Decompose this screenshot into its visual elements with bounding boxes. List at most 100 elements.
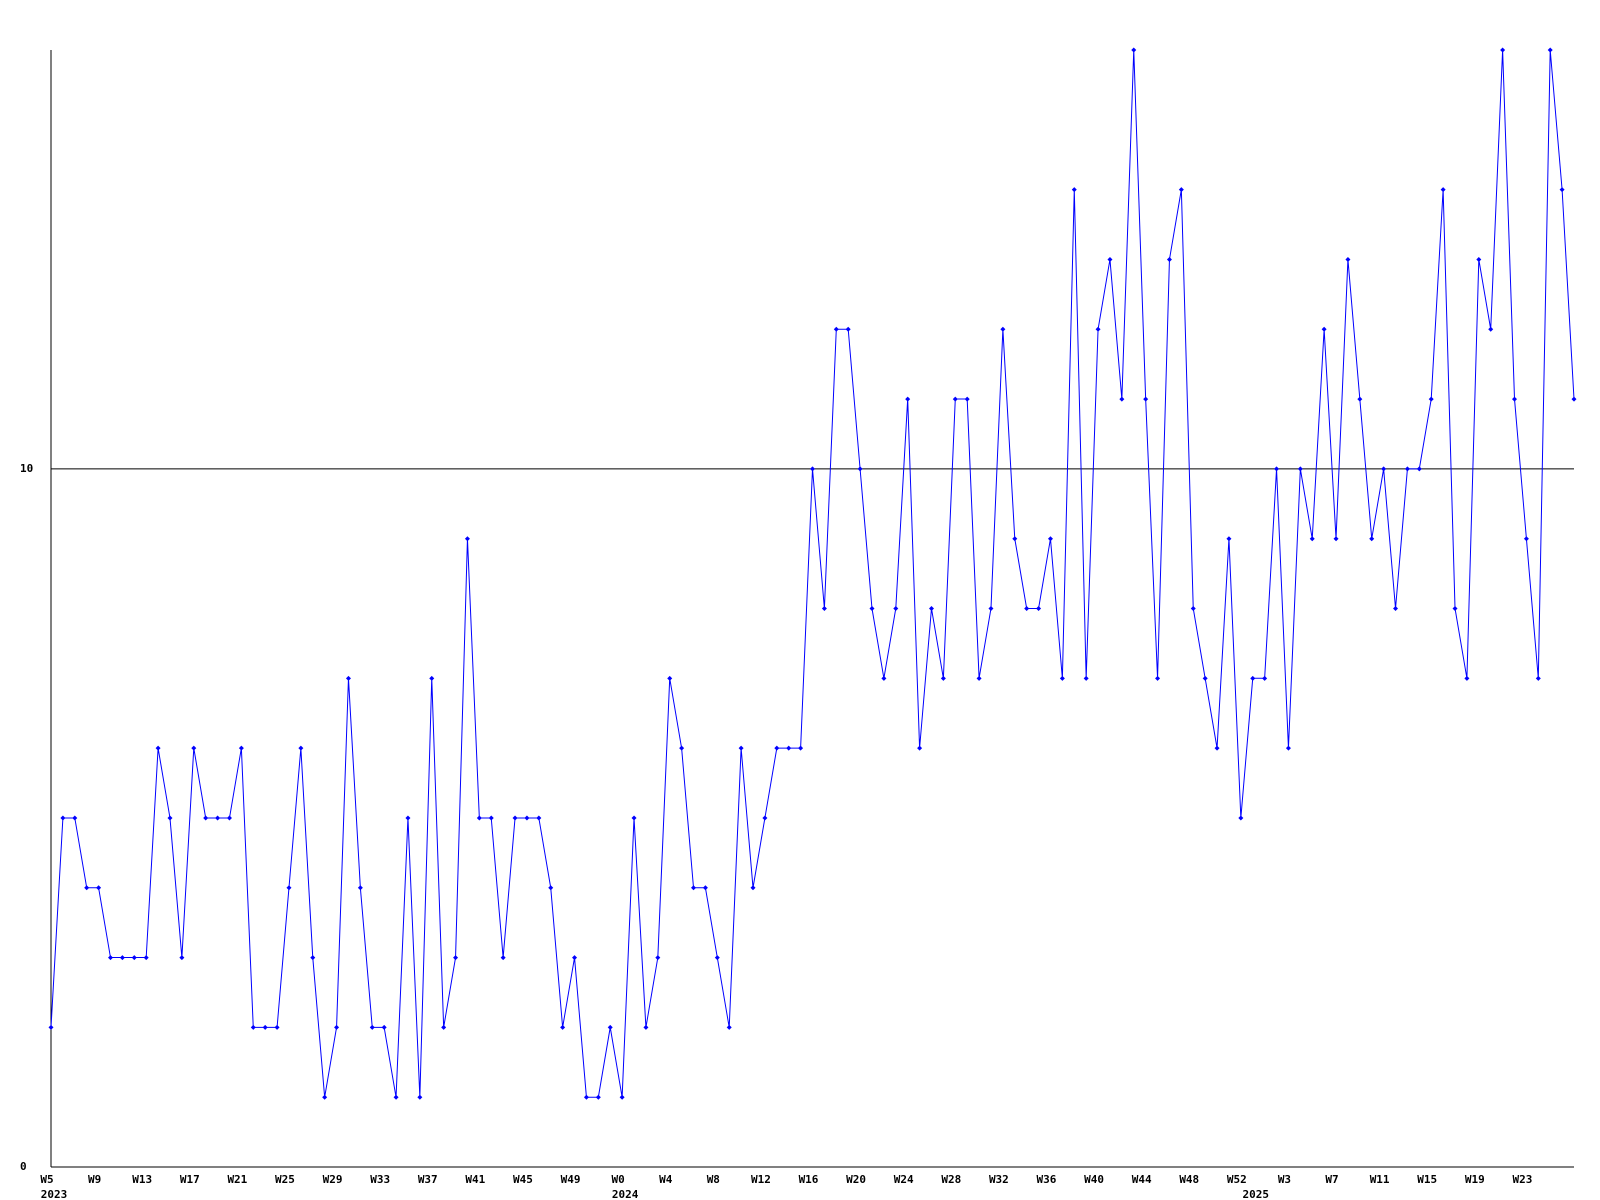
data-point [1333,536,1339,542]
data-point [1047,536,1053,542]
data-point [750,885,756,891]
x-tick-label: W19 [1465,1173,1485,1186]
x-tick-label: W15 [1417,1173,1437,1186]
x-tick-label: W0 [612,1173,625,1186]
year-label: 2023 [41,1188,68,1200]
x-tick-label: W8 [707,1173,720,1186]
data-point [1416,466,1422,472]
x-tick-label: W7 [1325,1173,1338,1186]
data-point [1357,396,1363,402]
data-point [595,1094,601,1100]
x-tick-label: W13 [132,1173,152,1186]
data-point [72,815,78,821]
data-point [1464,675,1470,681]
data-point [464,536,470,542]
x-tick-label: W32 [989,1173,1009,1186]
data-point [1155,675,1161,681]
data-point [1381,466,1387,472]
x-tick-label: W33 [370,1173,390,1186]
x-tick-label: W49 [561,1173,581,1186]
x-tick-label: W11 [1370,1173,1390,1186]
data-point [155,745,161,751]
data-point [976,675,982,681]
data-point [833,326,839,332]
data-point [322,1094,328,1100]
x-tick-label: W9 [88,1173,101,1186]
data-point [107,955,113,961]
data-point [1262,675,1268,681]
data-point [48,1024,54,1030]
data-point [1071,187,1077,193]
data-point [345,675,351,681]
data-point [1476,256,1482,262]
data-point [667,675,673,681]
data-point [726,1024,732,1030]
data-point [1440,187,1446,193]
x-tick-label: W5 [40,1173,53,1186]
data-point [524,815,530,821]
data-point [405,815,411,821]
data-point [1559,187,1565,193]
data-point [940,675,946,681]
data-point [702,885,708,891]
x-tick-label: W20 [846,1173,866,1186]
data-point [1369,536,1375,542]
x-tick-label: W28 [941,1173,961,1186]
data-point [1119,396,1125,402]
data-point [643,1024,649,1030]
data-point [1309,536,1315,542]
y-tick-label: 0 [20,1160,27,1173]
data-point [1285,745,1291,751]
data-point [821,606,827,611]
data-point [215,815,221,821]
x-tick-label: W17 [180,1173,200,1186]
data-point [476,815,482,821]
data-point [1202,675,1208,681]
data-point [274,1024,280,1030]
data-point [500,955,506,961]
data-point [952,396,958,402]
x-tick-label: W48 [1179,1173,1199,1186]
data-point [572,955,578,961]
data-point [453,955,459,961]
data-point [1012,536,1018,542]
data-point [845,326,851,332]
data-point [1321,326,1327,332]
data-point [226,815,232,821]
data-point [1250,675,1256,681]
data-point [1083,675,1089,681]
data-point [191,745,197,751]
data-point [1345,256,1351,262]
data-point [381,1024,387,1030]
x-tick-label: W24 [894,1173,914,1186]
data-point [369,1024,375,1030]
x-tick-label: W36 [1037,1173,1057,1186]
data-point [881,675,887,681]
data-point [1214,745,1220,751]
data-point [905,396,911,402]
data-point [143,955,149,961]
data-point [1000,326,1006,332]
data-point [762,815,768,821]
data-point [203,815,209,821]
x-tick-label: W29 [323,1173,343,1186]
data-point [691,885,697,891]
year-label: 2025 [1242,1188,1269,1200]
data-point [250,1024,256,1030]
x-tick-label: W21 [227,1173,247,1186]
data-point [1512,396,1518,402]
data-point [1547,47,1553,53]
data-point [1274,466,1280,472]
data-point [131,955,137,961]
data-point [964,396,970,402]
data-point [1107,256,1113,262]
x-tick-label: W16 [799,1173,819,1186]
data-point [1571,396,1577,402]
data-point [488,815,494,821]
data-point [262,1024,268,1030]
data-point [893,606,899,611]
data-point [560,1024,566,1030]
data-point [1178,187,1184,193]
data-point [786,745,792,751]
